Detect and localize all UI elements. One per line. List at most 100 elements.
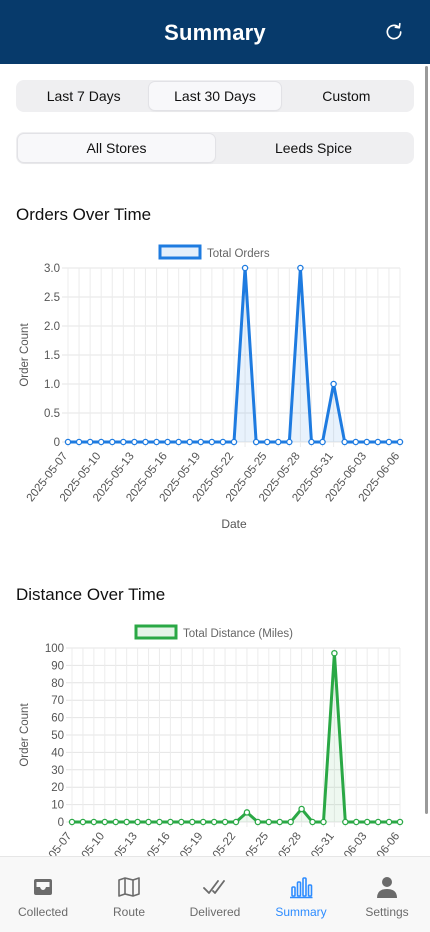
data-point <box>131 438 138 446</box>
refresh-icon[interactable] <box>384 22 404 42</box>
data-point <box>396 438 404 446</box>
data-point <box>164 438 171 446</box>
data-point <box>297 264 304 272</box>
data-point <box>331 649 338 657</box>
data-point <box>330 380 337 388</box>
range-last-30-days[interactable]: Last 30 Days <box>149 82 281 110</box>
tab-settings-label: Settings <box>365 905 409 919</box>
data-point <box>353 818 360 826</box>
tab-summary-label: Summary <box>275 905 327 919</box>
legend-label: Total Orders <box>207 248 270 260</box>
tab-summary[interactable]: Summary <box>258 857 344 932</box>
data-point <box>167 818 174 826</box>
orders-section-title: Orders Over Time <box>16 205 152 224</box>
page-title: Summary <box>164 20 266 45</box>
bar-chart-icon <box>290 877 313 899</box>
tab-delivered-label: Delivered <box>189 905 241 919</box>
tab-route[interactable]: Route <box>86 857 172 932</box>
tab-route-label: Route <box>112 905 146 919</box>
data-point <box>101 818 109 826</box>
data-point <box>341 438 348 446</box>
y-tick-label: 2.5 <box>44 292 60 304</box>
y-tick-label: 1.5 <box>44 350 60 362</box>
data-point <box>363 438 371 446</box>
y-tick-label: 100 <box>45 643 64 655</box>
y-axis-title: Order Count <box>19 703 31 767</box>
chart-legend: Total Orders <box>158 244 270 260</box>
bottom-tab-bar: Collected Route Delivered <box>0 856 430 932</box>
data-point <box>210 818 218 826</box>
distance-chart: Total Distance (Miles) 0 10 20 30 40 50 60 70 80 9… <box>19 624 404 856</box>
store-selector: All Stores Leeds Spice <box>16 132 414 164</box>
data-point <box>145 818 152 826</box>
person-icon <box>377 877 397 898</box>
data-point <box>319 438 326 446</box>
y-tick-label: 40 <box>51 747 64 759</box>
data-point <box>241 264 249 272</box>
y-tick-label: 0.5 <box>44 408 60 420</box>
y-tick-label: 3.0 <box>44 263 60 275</box>
map-icon <box>118 877 140 897</box>
tray-icon <box>34 879 52 895</box>
legend-swatch <box>158 244 202 260</box>
data-point <box>342 818 349 826</box>
y-tick-label: 50 <box>51 730 64 742</box>
data-point <box>252 438 260 446</box>
y-tick-label: 0 <box>54 437 60 449</box>
range-custom[interactable]: Custom <box>322 88 371 104</box>
tab-delivered[interactable]: Delivered <box>172 857 258 932</box>
y-axis-title: Order Count <box>19 323 31 387</box>
data-point <box>189 818 196 826</box>
y-tick-label: 80 <box>51 678 64 690</box>
data-point <box>175 438 182 446</box>
data-point <box>374 818 382 826</box>
data-point <box>64 438 72 446</box>
data-point <box>230 438 238 446</box>
data-point <box>156 818 163 826</box>
data-point <box>308 438 315 446</box>
tab-settings[interactable]: Settings <box>344 857 430 932</box>
data-point <box>298 805 305 813</box>
data-point <box>219 438 227 446</box>
tab-collected[interactable]: Collected <box>0 857 86 932</box>
data-point <box>254 818 262 826</box>
data-point <box>275 438 282 446</box>
y-tick-label: 0 <box>58 817 64 829</box>
data-point <box>97 438 105 446</box>
data-point <box>287 818 294 826</box>
data-point <box>352 438 359 446</box>
data-point <box>221 818 229 826</box>
data-point <box>178 818 185 826</box>
data-point <box>309 818 316 826</box>
store-all-stores[interactable]: All Stores <box>18 134 215 162</box>
data-point <box>186 438 193 446</box>
x-tick-label: 2025-05-07 <box>29 830 75 856</box>
range-last-7-days[interactable]: Last 7 Days <box>46 88 121 104</box>
data-point <box>385 818 393 826</box>
date-range-selector: Last 7 Days Last 30 Days Custom <box>16 80 414 112</box>
legend-label: Total Distance (Miles) <box>183 628 293 640</box>
distance-section-title: Distance Over Time <box>16 585 166 604</box>
scrollbar[interactable] <box>425 66 428 814</box>
x-axis-title: Date <box>221 517 247 531</box>
orders-chart: Total Orders00.51.01.52.02.53.02025-05-0… <box>19 244 404 531</box>
y-tick-label: 10 <box>51 800 64 812</box>
data-point <box>79 818 87 826</box>
data-point <box>320 818 327 826</box>
series-area <box>72 653 400 822</box>
summary-content[interactable]: Last 7 Days Last 30 Days Custom All Stor… <box>0 64 430 856</box>
data-point <box>86 438 94 446</box>
data-point <box>243 809 251 816</box>
data-point <box>68 818 76 826</box>
data-point <box>396 818 404 826</box>
data-point <box>286 438 293 446</box>
data-point <box>134 818 141 826</box>
store-leeds-spice[interactable]: Leeds Spice <box>274 140 353 156</box>
data-point <box>363 818 371 826</box>
y-tick-label: 20 <box>51 782 64 794</box>
tab-collected-label: Collected <box>17 905 69 919</box>
data-point <box>276 818 283 826</box>
data-point <box>385 438 393 446</box>
data-point <box>232 818 240 826</box>
data-point <box>142 438 149 446</box>
